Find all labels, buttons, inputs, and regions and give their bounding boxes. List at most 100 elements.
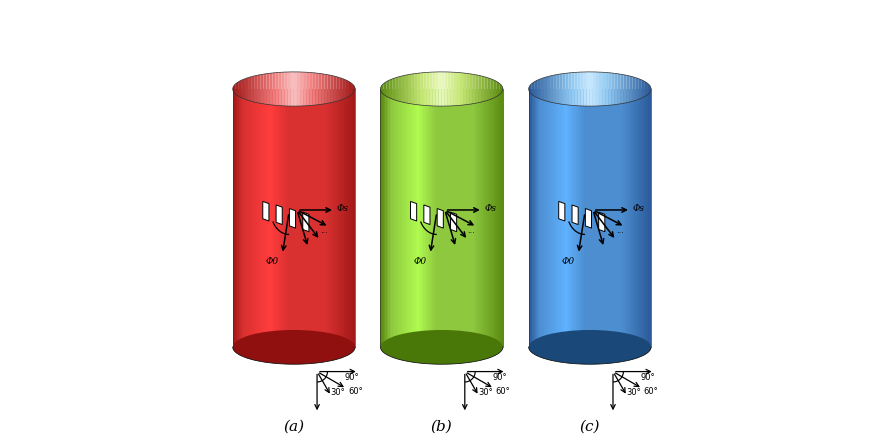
Polygon shape xyxy=(605,89,607,347)
Text: Φ0: Φ0 xyxy=(266,257,279,266)
Polygon shape xyxy=(309,89,311,347)
Polygon shape xyxy=(599,212,605,232)
Polygon shape xyxy=(552,89,553,347)
Polygon shape xyxy=(267,73,269,105)
Polygon shape xyxy=(597,89,599,347)
Polygon shape xyxy=(425,89,426,347)
Polygon shape xyxy=(278,72,282,106)
Polygon shape xyxy=(291,72,294,106)
Polygon shape xyxy=(307,72,309,106)
Text: (c): (c) xyxy=(579,420,600,434)
Polygon shape xyxy=(337,77,340,101)
Polygon shape xyxy=(449,89,451,347)
Polygon shape xyxy=(245,78,248,100)
Polygon shape xyxy=(466,73,470,105)
Polygon shape xyxy=(403,89,405,347)
Polygon shape xyxy=(574,89,576,347)
Polygon shape xyxy=(343,79,346,99)
Polygon shape xyxy=(432,72,436,106)
Polygon shape xyxy=(352,84,355,94)
Polygon shape xyxy=(481,89,483,347)
Polygon shape xyxy=(460,73,463,105)
Polygon shape xyxy=(328,89,329,347)
Polygon shape xyxy=(354,89,355,347)
Polygon shape xyxy=(563,73,565,105)
Polygon shape xyxy=(292,89,294,347)
Polygon shape xyxy=(596,89,597,347)
Polygon shape xyxy=(540,78,544,100)
Polygon shape xyxy=(396,77,399,101)
Polygon shape xyxy=(532,89,533,347)
Polygon shape xyxy=(544,77,547,101)
Polygon shape xyxy=(603,89,605,347)
Polygon shape xyxy=(409,89,411,347)
Polygon shape xyxy=(587,72,590,106)
Polygon shape xyxy=(641,80,645,98)
Polygon shape xyxy=(478,89,480,347)
Polygon shape xyxy=(346,80,349,98)
Polygon shape xyxy=(447,89,449,347)
Polygon shape xyxy=(317,89,318,347)
Polygon shape xyxy=(590,89,591,347)
Polygon shape xyxy=(303,89,305,347)
Polygon shape xyxy=(466,89,468,347)
Text: 90°: 90° xyxy=(492,373,507,382)
Polygon shape xyxy=(586,89,587,347)
Polygon shape xyxy=(602,72,605,106)
Polygon shape xyxy=(582,89,584,347)
Polygon shape xyxy=(413,89,414,347)
Polygon shape xyxy=(340,78,343,100)
Polygon shape xyxy=(303,212,309,232)
Polygon shape xyxy=(259,89,260,347)
Polygon shape xyxy=(565,89,567,347)
Polygon shape xyxy=(501,89,503,347)
Polygon shape xyxy=(636,78,639,100)
Polygon shape xyxy=(309,73,312,105)
Polygon shape xyxy=(639,89,641,347)
Polygon shape xyxy=(555,89,556,347)
Text: Φ0: Φ0 xyxy=(414,257,427,266)
Polygon shape xyxy=(645,89,647,347)
Text: 30°: 30° xyxy=(330,388,346,397)
Polygon shape xyxy=(536,89,538,347)
Polygon shape xyxy=(399,89,400,347)
Polygon shape xyxy=(500,89,501,347)
Polygon shape xyxy=(614,89,616,347)
Polygon shape xyxy=(392,78,396,100)
Polygon shape xyxy=(631,89,633,347)
Polygon shape xyxy=(271,89,273,347)
Polygon shape xyxy=(399,76,402,102)
Polygon shape xyxy=(269,73,273,105)
Polygon shape xyxy=(457,89,458,347)
Polygon shape xyxy=(311,89,312,347)
Polygon shape xyxy=(538,79,540,99)
Polygon shape xyxy=(578,89,579,347)
Polygon shape xyxy=(445,72,447,106)
Polygon shape xyxy=(530,89,532,347)
Polygon shape xyxy=(436,89,437,347)
Polygon shape xyxy=(436,72,439,106)
Polygon shape xyxy=(242,79,245,99)
Text: 60°: 60° xyxy=(495,387,510,396)
Polygon shape xyxy=(251,76,254,102)
Polygon shape xyxy=(314,89,315,347)
Polygon shape xyxy=(431,89,432,347)
Polygon shape xyxy=(474,89,475,347)
Text: Φs: Φs xyxy=(485,204,497,213)
Polygon shape xyxy=(284,72,288,106)
Polygon shape xyxy=(620,89,622,347)
Polygon shape xyxy=(233,84,236,94)
Polygon shape xyxy=(260,74,263,104)
Polygon shape xyxy=(400,89,402,347)
Polygon shape xyxy=(458,89,460,347)
Polygon shape xyxy=(540,89,542,347)
Polygon shape xyxy=(257,75,260,103)
Polygon shape xyxy=(591,89,593,347)
Polygon shape xyxy=(630,76,633,102)
Text: 30°: 30° xyxy=(478,388,493,397)
Polygon shape xyxy=(248,77,251,101)
Polygon shape xyxy=(300,72,303,106)
Polygon shape xyxy=(244,89,245,347)
Polygon shape xyxy=(437,209,443,228)
Text: Φs: Φs xyxy=(633,204,645,213)
